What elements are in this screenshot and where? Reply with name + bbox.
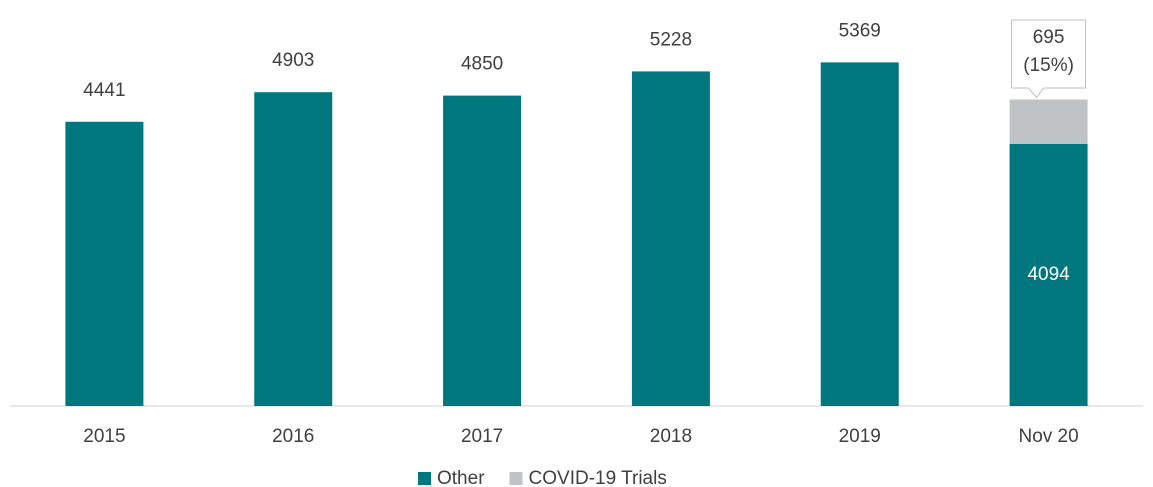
x-tick-label: 2016 bbox=[272, 426, 314, 447]
value-label: 695 (15%) bbox=[1023, 27, 1074, 76]
legend-label: Other bbox=[437, 468, 485, 487]
x-tick-label: 2018 bbox=[650, 426, 692, 447]
value-label: 4094 bbox=[1027, 264, 1070, 285]
legend-swatch bbox=[509, 472, 523, 485]
x-tick-label: 2017 bbox=[461, 426, 503, 447]
value-label: 4850 bbox=[461, 54, 503, 75]
x-tick-label: Nov 20 bbox=[1018, 426, 1078, 447]
value-label: 4441 bbox=[83, 80, 125, 101]
bar-segment bbox=[443, 95, 522, 406]
bar-segment bbox=[1009, 143, 1088, 406]
bar-segment bbox=[254, 92, 333, 406]
value-label: 5228 bbox=[650, 29, 692, 50]
bar-segment bbox=[65, 121, 144, 406]
legend-label: COVID-19 Trials bbox=[529, 468, 667, 487]
x-tick-label: 2019 bbox=[839, 426, 881, 447]
bar-segment bbox=[631, 71, 710, 407]
legend-swatch bbox=[418, 472, 431, 485]
value-label: 5369 bbox=[839, 20, 881, 41]
value-label: 4903 bbox=[272, 50, 314, 71]
bar-segment bbox=[820, 62, 899, 406]
x-tick-label: 2015 bbox=[83, 426, 125, 447]
bar-segment bbox=[1009, 99, 1088, 144]
callout bbox=[1011, 19, 1087, 99]
